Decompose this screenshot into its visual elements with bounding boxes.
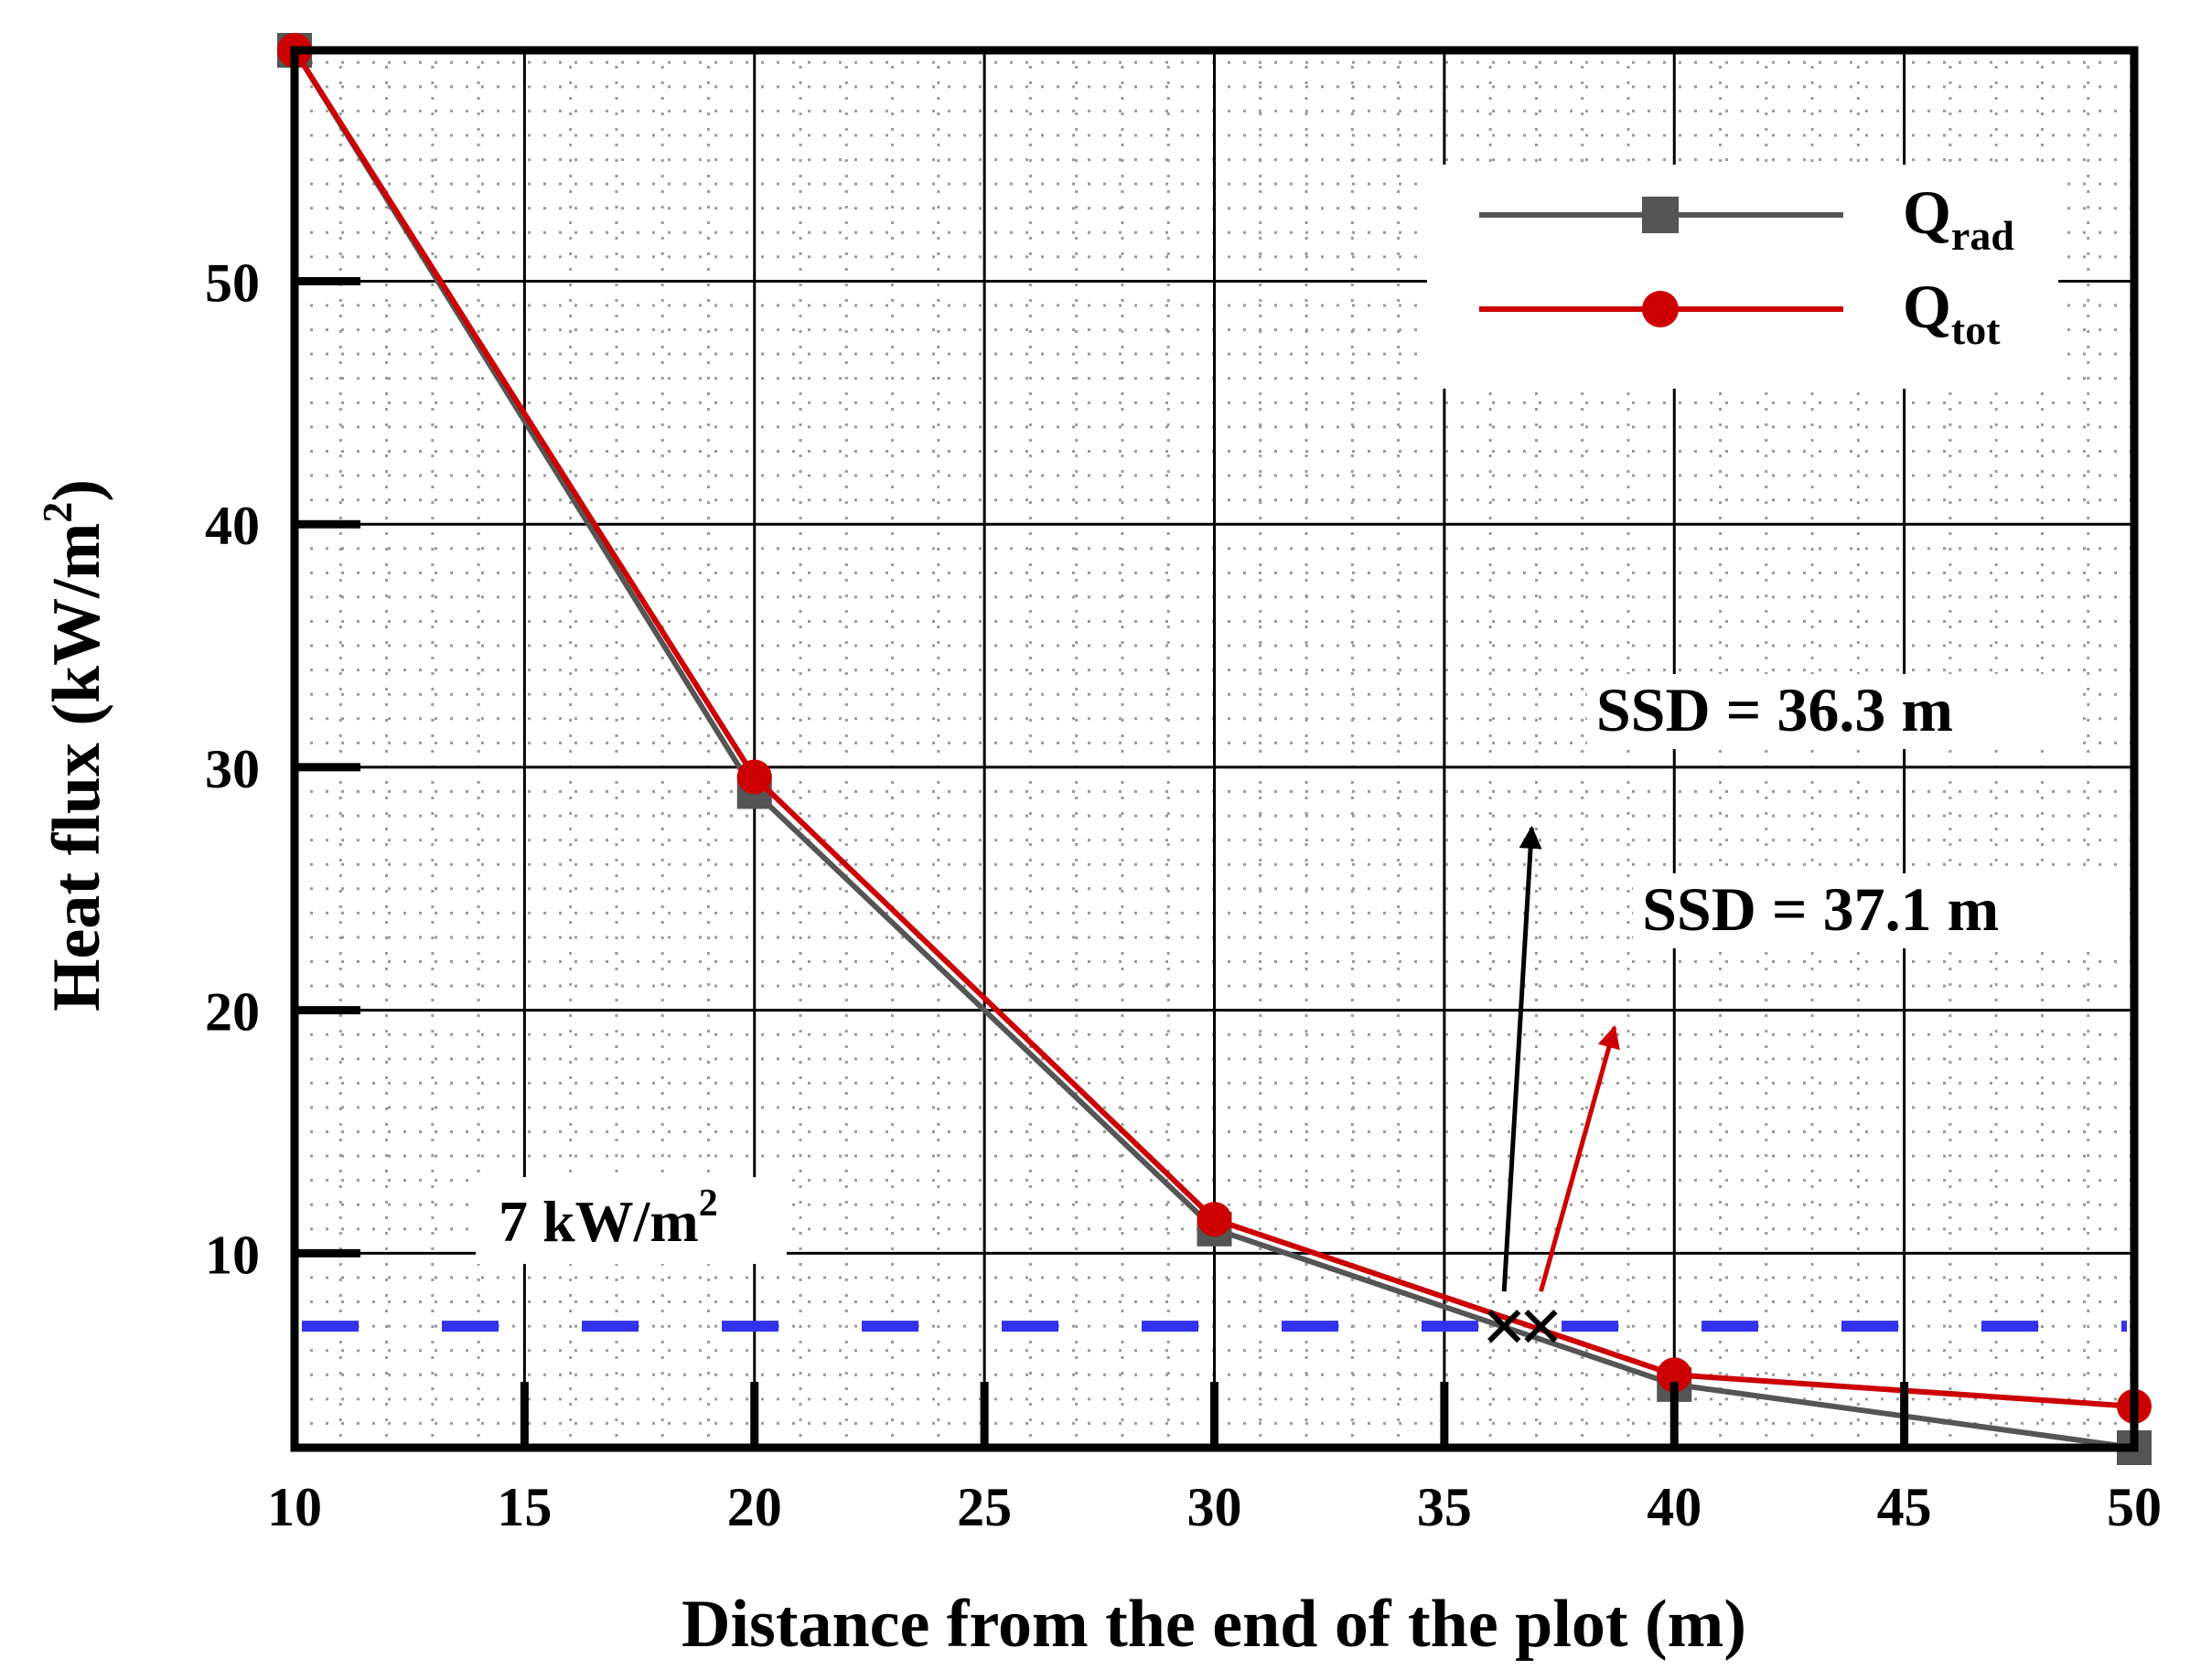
y-axis-title-sup: 2	[34, 502, 81, 523]
ticks-group: 10 15 20 25 30 35 40 45 50 10 20 30 40 50	[205, 252, 2162, 1537]
legend-marker-rad	[1642, 197, 1679, 233]
y-axis-title: Heat flux (kW/m2)	[34, 479, 114, 1011]
y-tick-label: 30	[205, 739, 260, 799]
annotations: SSD = 36.3 m SSD = 37.1 m	[1487, 674, 2119, 1343]
ssd-label-bg	[1633, 872, 2119, 948]
legend-label-sub: tot	[1951, 306, 2001, 353]
ssd-cross-marker	[1487, 1310, 1521, 1343]
legend-label-rad: Qrad	[1903, 177, 2014, 259]
y-tick-label: 10	[205, 1225, 260, 1285]
threshold-label: 7 kW/m2	[499, 1182, 718, 1254]
x-tick-label: 45	[1877, 1477, 1932, 1537]
threshold-label-sup: 2	[699, 1182, 718, 1225]
legend-box	[1427, 165, 2058, 389]
legend-label-main: Q	[1903, 177, 1951, 247]
threshold-group: 7 kW/m2	[302, 1177, 2127, 1332]
y-tick-label: 40	[205, 496, 260, 556]
x-tick-label: 15	[497, 1477, 552, 1537]
x-tick-label: 40	[1647, 1477, 1702, 1537]
legend-marker-tot	[1642, 291, 1679, 327]
data-point-tot	[1657, 1357, 1692, 1393]
series-group	[277, 33, 2152, 1465]
x-tick-label: 25	[957, 1477, 1012, 1537]
legend-label-sub: rad	[1951, 212, 2014, 259]
legend-label-main: Q	[1903, 272, 1951, 341]
ssd-label-bg	[1586, 674, 2072, 750]
ssd-cross-marker	[1524, 1310, 1558, 1343]
legend-label-tot: Qtot	[1903, 272, 2001, 353]
y-axis-title-main: Heat flux (kW/m	[39, 523, 114, 1011]
ssd-annotation: SSD = 36.3 m	[1487, 674, 2072, 1343]
data-point-tot	[736, 759, 772, 795]
ssd-label: SSD = 36.3 m	[1596, 675, 1953, 744]
ssd-annotation: SSD = 37.1 m	[1524, 872, 2119, 1343]
x-tick-label: 20	[727, 1477, 782, 1537]
y-axis-title-tail: )	[39, 479, 114, 502]
x-tick-label: 30	[1187, 1477, 1242, 1537]
y-tick-label: 50	[205, 252, 260, 313]
threshold-label-main: 7 kW/m	[499, 1189, 699, 1254]
ssd-label: SSD = 37.1 m	[1642, 874, 1999, 944]
ssd-arrow	[1539, 1024, 1620, 1292]
ssd-arrow	[1501, 825, 1542, 1292]
x-tick-label: 50	[2107, 1477, 2162, 1537]
x-axis-title: Distance from the end of the plot (m)	[682, 1587, 1746, 1662]
x-tick-label: 35	[1417, 1477, 1472, 1537]
y-tick-label: 20	[205, 982, 260, 1043]
x-tick-label: 10	[267, 1477, 322, 1537]
threshold-label-bg	[476, 1177, 787, 1265]
data-point-tot	[1197, 1202, 1232, 1237]
